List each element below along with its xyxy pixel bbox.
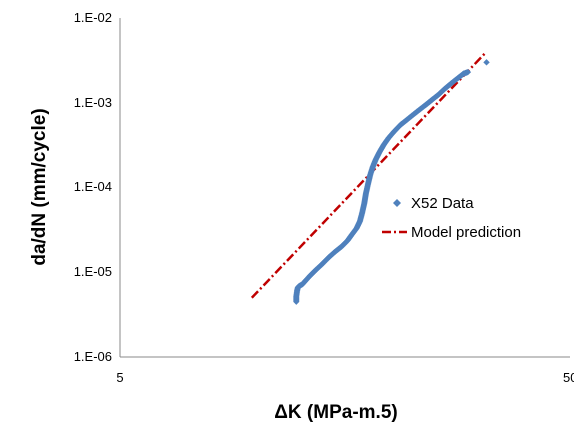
x-tick-labels: 5 50 <box>116 370 574 385</box>
legend-label-x52: X52 Data <box>411 195 474 212</box>
y-tick-label: 1.E-04 <box>74 179 112 194</box>
x-tick-label: 50 <box>563 370 574 385</box>
y-tick-label: 1.E-03 <box>74 95 112 110</box>
y-tick-label: 1.E-06 <box>74 349 112 364</box>
x52-data-point <box>464 68 472 76</box>
legend-marker-x52 <box>393 199 401 207</box>
x-axis-title: ΔK (MPa-m.5) <box>274 402 397 423</box>
y-tick-labels: 1.E-02 1.E-03 1.E-04 1.E-05 1.E-06 <box>74 10 112 364</box>
legend: X52 Data Model prediction <box>382 195 521 241</box>
legend-label-model: Model prediction <box>411 224 521 241</box>
plot-area <box>119 18 570 358</box>
series-layer <box>250 50 490 305</box>
x52-data-point <box>483 59 490 66</box>
y-tick-label: 1.E-05 <box>74 264 112 279</box>
y-tick-label: 1.E-02 <box>74 10 112 25</box>
x-tick-label: 5 <box>116 370 123 385</box>
y-axis-title: da/dN (mm/cycle) <box>29 108 50 265</box>
